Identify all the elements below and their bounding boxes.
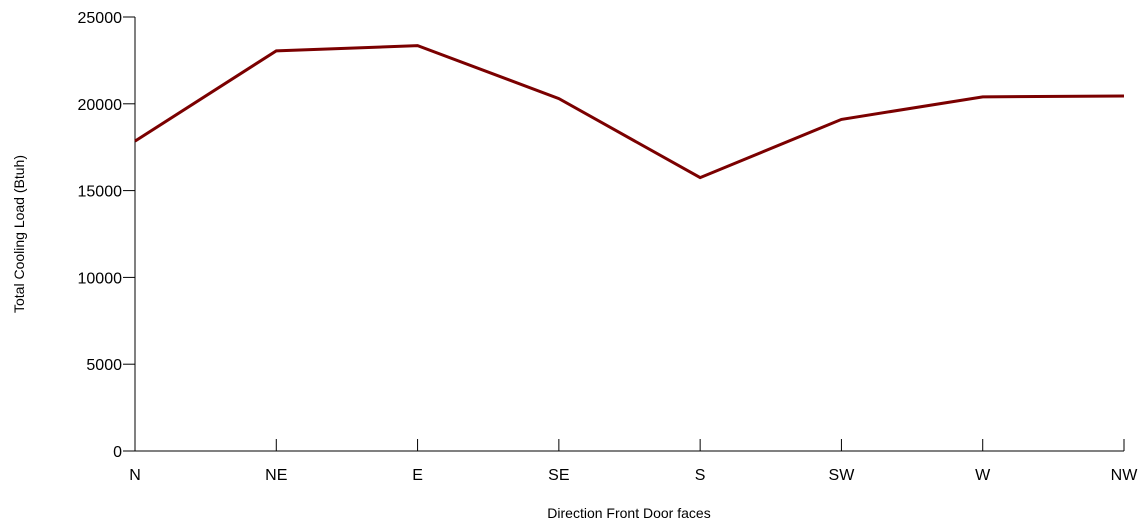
x-tick-label: W [975, 467, 991, 484]
series-line [134, 44, 1125, 180]
y-tick-label: 10000 [78, 270, 123, 287]
x-axis: N NE E SE S SW W NW [129, 439, 1138, 484]
x-tick-label: SW [829, 467, 856, 484]
y-tick-label: 25000 [78, 10, 123, 27]
y-tick-label: 5000 [86, 357, 122, 374]
x-tick-label: N [129, 467, 141, 484]
x-tick-label: E [412, 467, 423, 484]
x-tick-label: S [695, 467, 706, 484]
series-layer [134, 44, 1125, 180]
y-axis: 0 5000 10000 15000 20000 25000 [78, 10, 136, 461]
x-tick-label: NE [265, 467, 287, 484]
y-tick-label: 15000 [78, 184, 123, 201]
x-tick-label: SE [548, 467, 569, 484]
y-axis-title: Total Cooling Load (Btuh) [11, 155, 27, 313]
y-tick-label: 0 [113, 444, 122, 461]
x-axis-title: Direction Front Door faces [547, 505, 710, 521]
y-tick-label: 20000 [78, 97, 123, 114]
x-tick-label: NW [1111, 467, 1139, 484]
